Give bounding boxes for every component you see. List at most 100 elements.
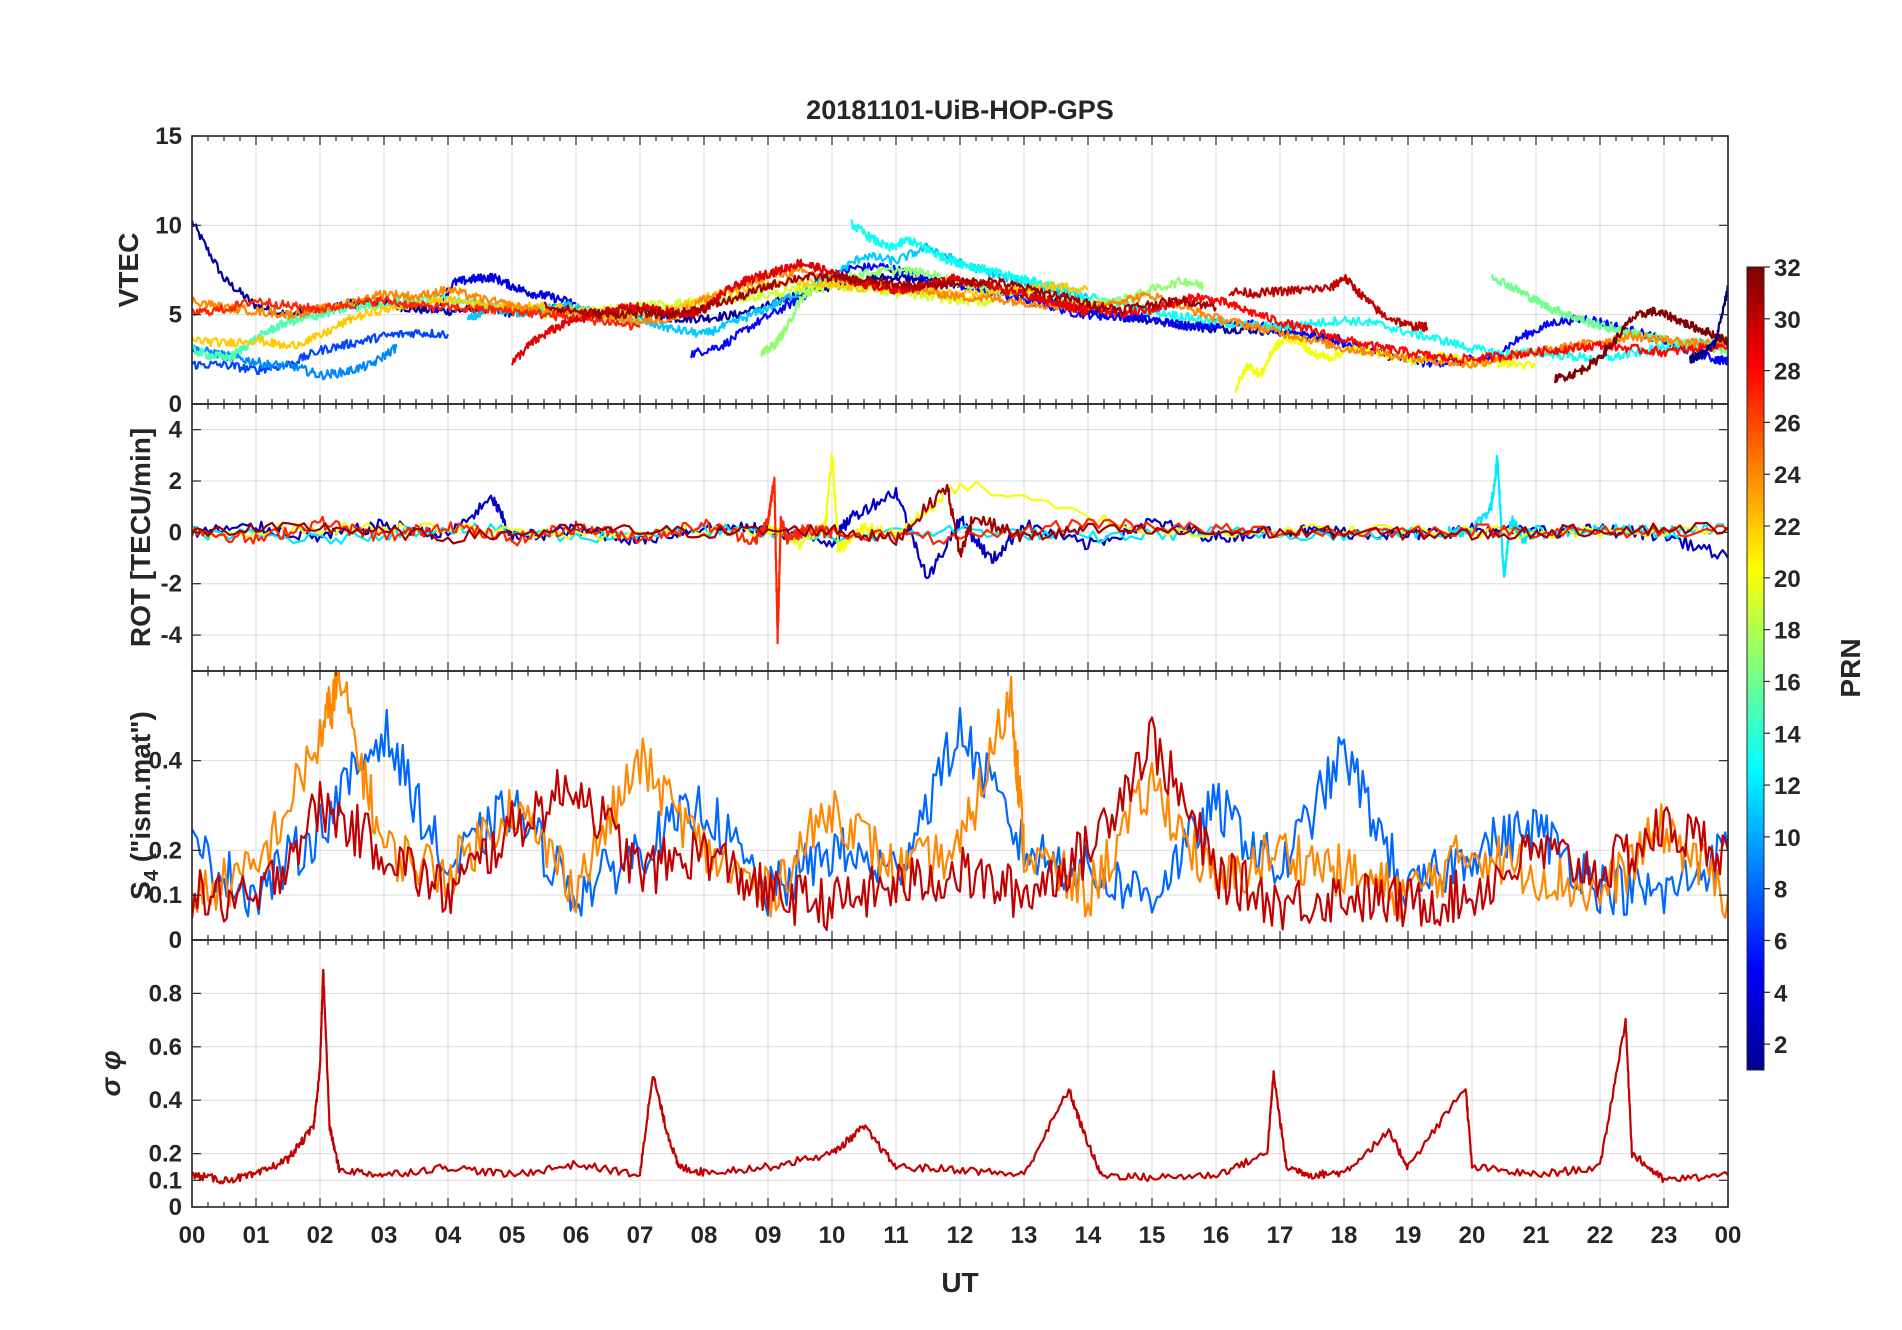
y-axis-label: σ φ (95, 1050, 126, 1096)
colorbar-tick-label: 26 (1774, 410, 1801, 437)
panel-3: 00.10.20.4S4 ("ism.mat") (125, 670, 1729, 954)
y-tick-label: -4 (161, 622, 183, 649)
tick-marks (191, 940, 1729, 1208)
series-prn-24 (192, 266, 1728, 369)
x-tick-label: 22 (1587, 1222, 1614, 1249)
y-tick-label: 15 (155, 123, 182, 150)
y-tick-label: 0 (169, 1194, 182, 1221)
series-group (192, 219, 1728, 393)
x-tick-label: 16 (1203, 1222, 1230, 1249)
colorbar-tick-label: 2 (1774, 1032, 1787, 1059)
y-axis-label-rest: ("ism.mat") (125, 711, 156, 870)
colorbar-label: PRN (1835, 638, 1866, 697)
x-tick-label: 13 (1011, 1222, 1038, 1249)
panel-4: 00.10.2 0.4 0.6 0.8 σ φ (95, 939, 1729, 1221)
colorbar-tick-label: 18 (1774, 618, 1801, 645)
y-tick-label: 5 (169, 302, 182, 329)
y-tick-label: 0.2 (149, 837, 182, 864)
series-group (192, 452, 1728, 645)
x-tick-label: 19 (1395, 1222, 1422, 1249)
panel-1: 0 5 10 15 VTEC (113, 123, 1729, 418)
x-tick-label: 17 (1267, 1222, 1294, 1249)
y-tick-label: 0.1 (149, 882, 182, 909)
y-tick-label: 0.8 (149, 980, 182, 1007)
series-prn-24 (192, 671, 1728, 920)
series-prn-30 (1228, 273, 1429, 333)
x-tick-label: 11 (883, 1222, 908, 1249)
series-prn-8 (192, 707, 1728, 918)
y-tick-label: 10 (155, 212, 182, 239)
series-prn-4 (434, 272, 577, 312)
x-tick-label: 20 (1459, 1222, 1486, 1249)
x-tick-label: 23 (1651, 1222, 1678, 1249)
x-tick-label: 07 (627, 1222, 654, 1249)
y-axis-label-main: S (125, 881, 156, 900)
series-prn-27 (192, 295, 641, 331)
colorbar-tick-label: 30 (1774, 307, 1801, 334)
x-tick-label: 00 (1715, 1222, 1742, 1249)
y-axis-label: VTEC (113, 233, 144, 308)
colorbar-tick-label: 4 (1774, 980, 1788, 1007)
y-tick-label: 4 (169, 417, 183, 444)
x-tick-label: 12 (947, 1222, 974, 1249)
x-tick-label: 06 (563, 1222, 590, 1249)
tick-marks (191, 671, 1729, 941)
y-tick-label: 0.1 (149, 1167, 182, 1194)
series-prn-22 (192, 277, 1089, 350)
series-prn-7 (192, 328, 450, 375)
series-prn-1 (1689, 285, 1728, 364)
y-tick-label: 0.2 (149, 1141, 182, 1168)
y-axis-label-sub: 4 (141, 869, 163, 881)
x-tick-label: 04 (435, 1222, 462, 1249)
x-tick-label: 00 (179, 1222, 206, 1249)
x-tick-label: 15 (1139, 1222, 1166, 1249)
x-tick-label: 21 (1523, 1222, 1550, 1249)
tick-marks (191, 404, 1729, 671)
y-axis-label: ROT [TECU/min] (125, 428, 156, 647)
y-tick-label: 0.4 (149, 1087, 183, 1114)
colorbar-tick-label: 20 (1774, 566, 1801, 593)
series-prn-31 (192, 483, 1728, 558)
y-tick-label: -2 (161, 571, 182, 598)
y-tick-label: 2 (169, 468, 182, 495)
series-prn-13 (850, 219, 1728, 363)
series-prn-3 (192, 486, 1728, 580)
x-tick-label: 05 (499, 1222, 526, 1249)
x-tick-label: 18 (1331, 1222, 1358, 1249)
colorbar-tick-label: 10 (1774, 825, 1801, 852)
colorbar-tick-label: 22 (1774, 514, 1801, 541)
x-tick-label: 09 (755, 1222, 782, 1249)
x-axis-label: UT (941, 1267, 978, 1298)
series-prn-27 (192, 476, 1728, 645)
colorbar-gradient (1746, 266, 1765, 1071)
series-prn-20 (1234, 333, 1537, 393)
series-prn-30 (192, 716, 1728, 932)
grid-lines (191, 940, 1729, 1208)
colorbar-tick-label: 16 (1774, 669, 1801, 696)
y-tick-label: 0.6 (149, 1034, 182, 1061)
y-tick-label: 0 (169, 927, 182, 954)
colorbar-tick-label: 32 (1774, 255, 1801, 282)
x-tick-label: 14 (1075, 1222, 1102, 1249)
panel-2: -4 -2 0 2 4 ROT [TECU/min] (125, 403, 1729, 672)
colorbar-tick-label: 14 (1774, 721, 1801, 748)
y-axis-label: S4 ("ism.mat") (125, 711, 163, 900)
colorbar-tick-label: 28 (1774, 359, 1801, 386)
series-prn-31 (543, 271, 1218, 320)
x-axis-tick-labels: 00 01 02 03 04 05 06 07 08 09 10 11 12 13 14 15 16 17 18 19… (179, 1222, 1742, 1249)
colorbar-tick-label: 6 (1774, 928, 1787, 955)
y-tick-label: 0 (169, 391, 182, 418)
x-tick-label: 08 (691, 1222, 718, 1249)
series-prn-32 (1554, 306, 1728, 384)
series-group (192, 671, 1728, 932)
y-tick-label: 0 (169, 519, 182, 546)
x-tick-label: 02 (307, 1222, 334, 1249)
x-tick-label: 03 (371, 1222, 398, 1249)
series-group (192, 968, 1728, 1185)
x-tick-label: 01 (243, 1222, 270, 1249)
chart-title: 20181101-UiB-HOP-GPS (806, 95, 1114, 125)
x-tick-label: 10 (819, 1222, 846, 1249)
